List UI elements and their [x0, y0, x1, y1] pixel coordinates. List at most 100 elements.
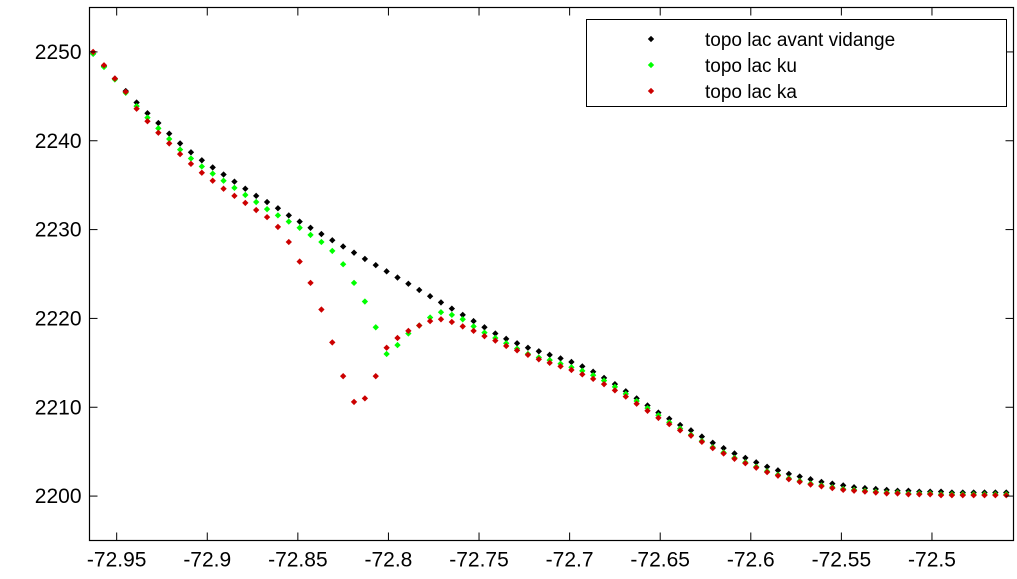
data-point	[285, 218, 292, 225]
data-point	[187, 160, 195, 168]
legend-label: topo lac avant vidange	[705, 30, 895, 51]
data-point	[807, 481, 814, 488]
data-point	[350, 249, 358, 256]
data-point	[470, 327, 477, 335]
data-point	[513, 347, 521, 354]
legend-marker	[647, 61, 655, 69]
data-point	[840, 486, 847, 494]
data-point	[796, 478, 803, 486]
plot-area-frame	[88, 6, 1015, 542]
data-point	[633, 400, 640, 407]
x-axis-tick-labels: -72.95 -72.9 -72.85 -72.8 -72.75 -72.7 -72.65 -…	[87, 549, 956, 572]
data-point	[176, 150, 184, 158]
data-point	[242, 199, 249, 207]
data-point	[198, 163, 205, 170]
data-point	[524, 351, 532, 359]
data-point	[416, 286, 423, 294]
x-tick-label: -72.75	[449, 549, 509, 572]
data-point	[144, 118, 151, 125]
data-point	[394, 341, 401, 349]
data-point	[426, 293, 434, 300]
x-tick-label: -72.7	[546, 549, 594, 572]
data-point	[753, 464, 760, 471]
data-point	[339, 372, 347, 380]
data-point	[676, 427, 684, 434]
data-point	[263, 198, 271, 206]
data-point	[361, 395, 369, 402]
data-point	[296, 218, 303, 225]
data-point	[274, 205, 282, 212]
data-point	[263, 205, 271, 213]
data-point	[361, 255, 369, 263]
legend-items: topo lac avant vidange topo lac ku topo la…	[647, 30, 895, 103]
data-point	[166, 140, 173, 147]
data-point	[318, 306, 325, 313]
data-point	[329, 247, 336, 255]
y-tick-label: 2210	[35, 396, 82, 419]
data-point	[731, 455, 738, 462]
x-tick-label: -72.6	[727, 549, 775, 572]
legend: topo lac avant vidange topo lac ku topo la…	[586, 19, 1007, 107]
data-point	[557, 363, 564, 370]
data-point	[850, 487, 858, 494]
data-point	[992, 492, 999, 499]
data-point	[318, 230, 325, 238]
data-point	[307, 279, 314, 287]
data-point	[481, 333, 488, 340]
data-point	[242, 191, 249, 199]
data-point	[307, 224, 314, 231]
data-point	[220, 171, 227, 178]
x-tick-label: -72.8	[365, 549, 413, 572]
y-tick-label: 2250	[35, 41, 82, 64]
data-point	[448, 311, 456, 319]
data-point	[709, 444, 716, 452]
data-point	[948, 492, 956, 499]
data-point	[274, 223, 282, 231]
data-point	[155, 129, 162, 136]
data-point	[742, 460, 749, 467]
data-point	[372, 324, 379, 331]
data-point	[187, 149, 195, 156]
data-point	[1003, 492, 1010, 499]
data-point	[209, 177, 216, 184]
series-layer	[89, 48, 1010, 499]
data-point	[383, 350, 390, 358]
legend-label: topo lac ku	[705, 56, 797, 77]
data-point	[524, 344, 532, 351]
data-point	[220, 177, 227, 184]
data-point	[100, 62, 108, 69]
data-point	[818, 483, 825, 490]
data-point	[687, 432, 695, 439]
x-tick-label: -72.5	[908, 549, 956, 572]
data-point	[350, 398, 358, 406]
data-point	[883, 490, 890, 497]
data-point	[405, 280, 412, 287]
data-point	[198, 169, 205, 176]
data-point	[448, 305, 456, 312]
data-point	[763, 468, 771, 476]
data-point	[437, 299, 445, 306]
data-point	[361, 298, 369, 305]
data-point	[111, 75, 119, 82]
x-tick-label: -72.55	[812, 549, 872, 572]
data-point	[785, 476, 793, 483]
data-point	[383, 268, 390, 275]
data-point	[459, 323, 466, 330]
data-point	[372, 261, 379, 269]
legend-item: topo lac ka	[647, 82, 797, 103]
data-point	[307, 231, 314, 239]
data-point	[437, 309, 445, 316]
data-point	[372, 372, 379, 380]
legend-item: topo lac avant vidange	[647, 30, 895, 51]
x-tick-label: -72.9	[183, 549, 231, 572]
data-point	[600, 380, 608, 388]
data-point	[568, 366, 575, 374]
data-point	[220, 185, 227, 192]
legend-box	[586, 19, 1007, 107]
y-tick-label: 2220	[35, 307, 82, 330]
data-point	[209, 170, 216, 177]
data-point	[937, 492, 945, 499]
data-point	[611, 387, 619, 394]
data-point	[774, 472, 782, 479]
